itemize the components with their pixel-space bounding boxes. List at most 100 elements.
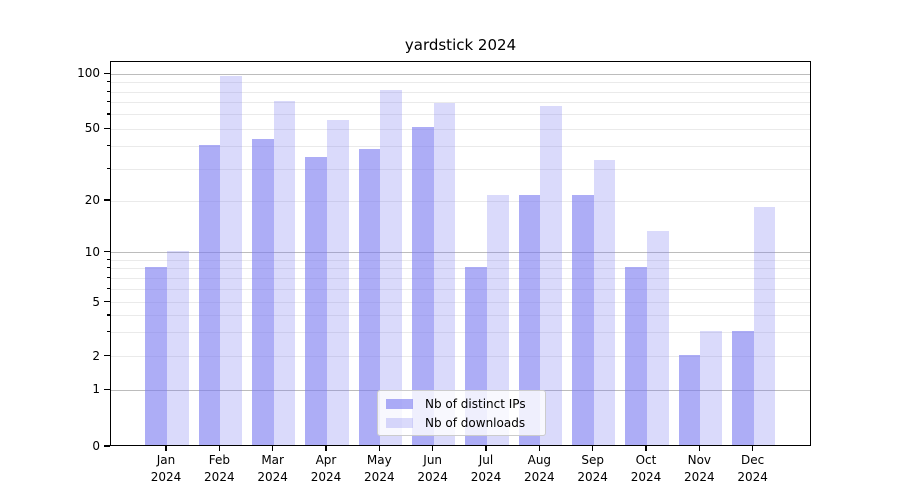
legend-label-distinct-ips: Nb of distinct IPs bbox=[425, 397, 526, 411]
legend-row-downloads: Nb of downloads bbox=[386, 416, 536, 430]
y-tick bbox=[104, 355, 110, 357]
x-tick-label: Feb 2024 bbox=[188, 452, 250, 486]
x-tick-label-year: 2024 bbox=[417, 470, 448, 484]
x-tick-label: Jun 2024 bbox=[402, 452, 464, 486]
bar-distinct-ips bbox=[731, 330, 754, 445]
bar-downloads bbox=[540, 106, 563, 445]
legend-label-downloads: Nb of downloads bbox=[425, 416, 526, 430]
x-tick bbox=[698, 446, 700, 451]
y-minor-tick bbox=[106, 90, 110, 92]
bar-downloads bbox=[273, 100, 296, 445]
y-tick bbox=[104, 251, 110, 253]
legend-swatch-downloads bbox=[386, 418, 413, 428]
gridline-minor bbox=[111, 268, 810, 270]
x-tick bbox=[538, 446, 540, 451]
x-tick bbox=[432, 446, 434, 451]
x-tick-label-year: 2024 bbox=[577, 470, 608, 484]
x-tick-label: Oct 2024 bbox=[615, 452, 677, 486]
gridline-major bbox=[111, 73, 810, 75]
bar-distinct-ips bbox=[678, 354, 701, 445]
x-tick-label: May 2024 bbox=[348, 452, 410, 486]
bar-downloads bbox=[167, 250, 189, 445]
y-tick bbox=[104, 72, 110, 74]
x-tick-label-year: 2024 bbox=[364, 470, 395, 484]
gridline-minor bbox=[111, 200, 810, 202]
gridline-minor bbox=[111, 82, 810, 84]
bar-distinct-ips bbox=[251, 139, 274, 445]
x-tick bbox=[272, 446, 274, 451]
x-tick-label-year: 2024 bbox=[630, 470, 662, 484]
y-minor-tick bbox=[106, 331, 110, 333]
y-tick-label: 50 bbox=[84, 121, 100, 136]
x-tick bbox=[378, 446, 380, 451]
x-tick-label-month: Oct bbox=[635, 453, 657, 467]
x-tick bbox=[485, 446, 487, 451]
gridline-minor bbox=[111, 356, 810, 358]
gridline-minor bbox=[111, 102, 810, 104]
x-tick-label: Dec 2024 bbox=[722, 452, 784, 486]
y-tick bbox=[104, 388, 110, 390]
bar-distinct-ips bbox=[198, 144, 221, 445]
x-tick-label-month: Sep bbox=[581, 453, 604, 467]
x-tick-label: Aug 2024 bbox=[508, 452, 570, 486]
y-minor-tick bbox=[106, 101, 110, 103]
legend: Nb of distinct IPs Nb of downloads bbox=[377, 390, 546, 436]
y-minor-tick bbox=[106, 267, 110, 269]
x-tick-label: Nov 2024 bbox=[668, 452, 730, 486]
bar-downloads bbox=[433, 102, 456, 445]
bar-distinct-ips bbox=[571, 195, 594, 445]
y-tick-label: 1 bbox=[92, 382, 100, 397]
y-tick-label: 20 bbox=[84, 193, 100, 207]
bar-distinct-ips bbox=[145, 266, 167, 445]
x-tick-label: Mar 2024 bbox=[242, 452, 304, 486]
x-tick bbox=[325, 446, 327, 451]
y-minor-tick bbox=[106, 81, 110, 83]
gridline-minor bbox=[111, 302, 810, 304]
x-tick-label-year: 2024 bbox=[684, 470, 715, 484]
gridline-minor bbox=[111, 114, 810, 116]
x-tick-label-year: 2024 bbox=[470, 470, 502, 484]
gridline-minor bbox=[111, 259, 810, 261]
x-tick-label-year: 2024 bbox=[310, 470, 342, 484]
x-tick-label: Sep 2024 bbox=[562, 452, 624, 486]
y-tick bbox=[104, 199, 110, 201]
bar-distinct-ips bbox=[518, 195, 541, 445]
bar-downloads bbox=[220, 76, 243, 445]
legend-row-distinct-ips: Nb of distinct IPs bbox=[386, 397, 536, 411]
x-tick bbox=[645, 446, 647, 451]
x-tick-label-month: Aug bbox=[527, 453, 552, 467]
gridline-minor bbox=[111, 168, 810, 170]
y-minor-tick bbox=[106, 258, 110, 260]
gridline-minor bbox=[111, 277, 810, 279]
y-minor-tick bbox=[106, 314, 110, 316]
legend-swatch-distinct-ips bbox=[386, 399, 413, 409]
bar-downloads bbox=[646, 231, 669, 445]
y-minor-tick bbox=[106, 288, 110, 290]
x-tick bbox=[592, 446, 594, 451]
y-tick-label: 100 bbox=[77, 66, 100, 81]
x-tick-label-month: Jan bbox=[156, 453, 176, 467]
x-tick-label-month: Nov bbox=[687, 453, 712, 467]
y-tick-label: 5 bbox=[92, 294, 100, 309]
bar-downloads bbox=[593, 159, 616, 445]
x-tick bbox=[218, 446, 220, 451]
gridline-major bbox=[111, 252, 810, 254]
x-tick-label-year: 2024 bbox=[257, 470, 288, 484]
bar-downloads bbox=[380, 90, 403, 445]
gridline-minor bbox=[111, 289, 810, 291]
y-minor-tick bbox=[106, 113, 110, 115]
x-tick bbox=[752, 446, 754, 451]
x-tick-label-month: Apr bbox=[315, 453, 337, 467]
y-minor-tick bbox=[106, 145, 110, 147]
bar-distinct-ips bbox=[358, 148, 381, 445]
gridline-minor bbox=[111, 146, 810, 148]
x-tick bbox=[165, 446, 167, 451]
gridline-minor bbox=[111, 332, 810, 334]
x-tick-label: Jan 2024 bbox=[135, 452, 197, 486]
x-tick-label-month: May bbox=[366, 453, 392, 467]
y-tick-label: 0 bbox=[92, 439, 100, 453]
gridline-minor bbox=[111, 128, 810, 130]
chart-title: yardstick 2024 bbox=[404, 36, 517, 54]
y-tick-label: 2 bbox=[92, 348, 100, 363]
